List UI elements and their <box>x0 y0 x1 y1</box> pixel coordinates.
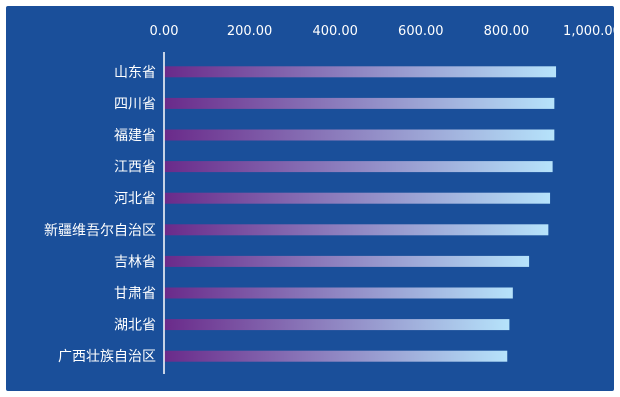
bar <box>164 161 553 173</box>
bar <box>164 129 555 141</box>
x-tick-label: 0.00 <box>150 24 179 39</box>
bar <box>164 287 513 299</box>
horizontal-bar-chart: 0.00 200.00 400.00 600.00 800.00 1,000.00 山东省… <box>44 24 614 374</box>
x-tick-label: 200.00 <box>227 24 273 39</box>
category-label: 江西省 <box>114 160 156 176</box>
x-tick-label: 600.00 <box>398 24 444 39</box>
bar <box>164 97 555 109</box>
x-tick-label: 800.00 <box>484 24 530 39</box>
bar <box>164 192 551 204</box>
bar <box>164 255 530 267</box>
category-label: 广西壮族自治区 <box>58 349 156 365</box>
category-label: 福建省 <box>114 128 156 144</box>
category-label: 四川省 <box>114 96 156 112</box>
category-label: 新疆维吾尔自治区 <box>44 223 156 239</box>
category-label: 甘肃省 <box>114 286 156 302</box>
bar <box>164 350 508 362</box>
x-axis-tick-labels: 0.00 200.00 400.00 600.00 800.00 1,000.00 <box>150 24 614 39</box>
chart-panel: 0.00 200.00 400.00 600.00 800.00 1,000.00 山东省… <box>6 6 614 391</box>
bar <box>164 319 510 331</box>
bar <box>164 66 557 78</box>
category-label: 吉林省 <box>114 254 156 270</box>
bar <box>164 224 549 236</box>
x-tick-label: 400.00 <box>312 24 358 39</box>
category-label: 山东省 <box>114 65 156 81</box>
category-label: 湖北省 <box>114 318 156 334</box>
x-tick-label: 1,000.00 <box>563 24 614 39</box>
bar-series <box>164 66 557 362</box>
category-label: 河北省 <box>114 191 156 207</box>
